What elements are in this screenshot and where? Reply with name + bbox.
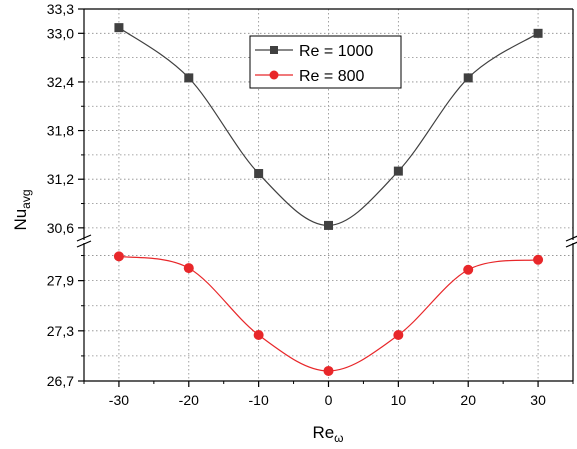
legend-marker-re1000 (270, 46, 278, 54)
data-point-square (533, 28, 543, 38)
x-axis-label-main: Re (312, 423, 334, 442)
data-point-square (393, 166, 403, 176)
axis-break-mark (565, 235, 577, 242)
axis-break-mark (76, 240, 92, 248)
x-axis-label: Reω (312, 423, 343, 445)
tick-labels: 30,6 31,2 31,8 32,4 33,0 33,3 26,7 27,3 27,9 -30 -… (47, 1, 546, 408)
y-tick-label: 27,9 (47, 273, 74, 289)
axis-break-mark (565, 241, 577, 248)
x-tick-label: 30 (530, 392, 546, 408)
x-tick-label: -30 (109, 392, 129, 408)
x-tick-label: 20 (460, 392, 476, 408)
legend: Re = 1000 Re = 800 (249, 35, 402, 89)
x-tick-label: -10 (249, 392, 269, 408)
y-axis-label-main: Nu (11, 209, 30, 231)
y-tick-label: 27,3 (47, 323, 74, 339)
y-tick-label: 31,8 (47, 123, 74, 139)
data-point-circle (463, 264, 474, 275)
y-tick-label: 32,4 (47, 74, 74, 90)
legend-marker-re800 (269, 70, 279, 80)
data-point-square (324, 220, 333, 230)
y-axis-label-sub: avg (19, 189, 33, 208)
y-axis-label: Nuavg (11, 189, 33, 230)
series-markers (113, 23, 544, 376)
data-point-square (254, 169, 264, 179)
data-point-circle (323, 365, 334, 376)
x-axis-label-sub: ω (334, 431, 343, 445)
y-tick-label: 26,7 (47, 373, 74, 389)
y-tick-label: 31,2 (47, 171, 74, 187)
x-tick-label: 10 (391, 392, 407, 408)
x-tick-label: -20 (179, 392, 199, 408)
data-point-circle (533, 254, 544, 265)
axes (76, 8, 577, 387)
legend-label-re1000: Re = 1000 (299, 43, 373, 60)
data-point-square (463, 73, 473, 83)
data-point-circle (113, 251, 124, 262)
y-tick-label: 30,6 (47, 220, 74, 236)
axis-break-mark (76, 234, 92, 242)
data-point-circle (183, 263, 194, 274)
data-point-square (114, 23, 124, 33)
y-tick-label: 33,3 (47, 1, 74, 17)
x-tick-label: 0 (325, 392, 333, 408)
data-point-circle (393, 330, 404, 340)
data-point-circle (253, 330, 264, 340)
data-point-square (184, 73, 194, 83)
legend-label-re800: Re = 800 (299, 68, 364, 85)
y-tick-label: 33,0 (47, 25, 74, 41)
